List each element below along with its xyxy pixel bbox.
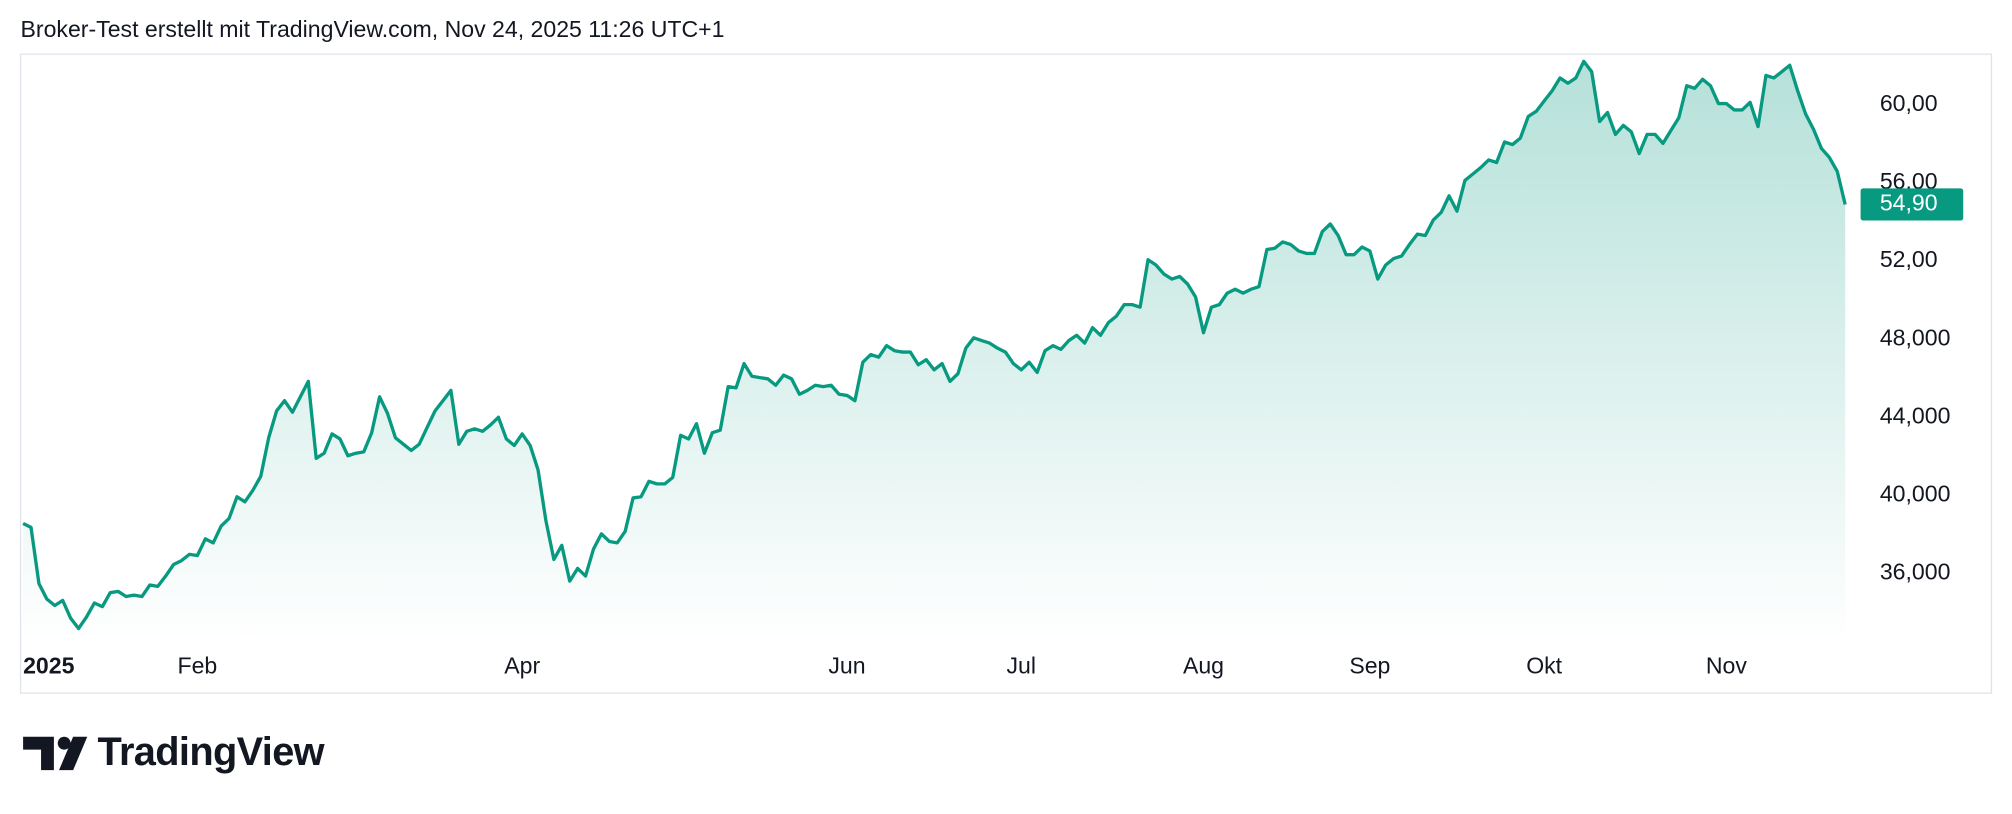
y-tick-label: 40,000: [1880, 480, 1951, 506]
area-fill: [23, 61, 1846, 642]
chart-title: Broker-Test erstellt mit TradingView.com…: [21, 16, 725, 42]
y-tick-label: 60,00: [1880, 90, 1938, 116]
y-tick-label: 48,000: [1880, 324, 1951, 350]
x-tick-label: Okt: [1526, 653, 1562, 679]
y-tick-label: 36,000: [1880, 559, 1951, 585]
price-line: [22, 59, 1847, 631]
logo-mark: [57, 736, 71, 750]
x-year-label: 2025: [23, 653, 75, 679]
last-price-badge: [1860, 188, 1964, 221]
chart-frame: [19, 53, 1993, 694]
x-tick-label: Feb: [177, 653, 217, 679]
last-price-label: 54,90: [1880, 190, 1938, 216]
plot: 36,00040,00044,00048,00052,0056,0060,002…: [22, 59, 1964, 679]
x-tick-label: Aug: [1183, 653, 1224, 679]
x-tick-label: Sep: [1349, 653, 1390, 679]
y-tick-label: 44,000: [1880, 402, 1951, 428]
logo-mark: [23, 736, 54, 771]
brand-name: TradingView: [98, 730, 326, 774]
x-tick-label: Jul: [1007, 653, 1037, 679]
x-tick-label: Nov: [1706, 653, 1748, 679]
logo: TradingView: [23, 730, 326, 774]
logo-mark: [59, 736, 88, 771]
x-tick-label: Jun: [828, 653, 865, 679]
y-tick-label: 52,00: [1880, 246, 1938, 272]
x-tick-label: Apr: [504, 653, 540, 679]
